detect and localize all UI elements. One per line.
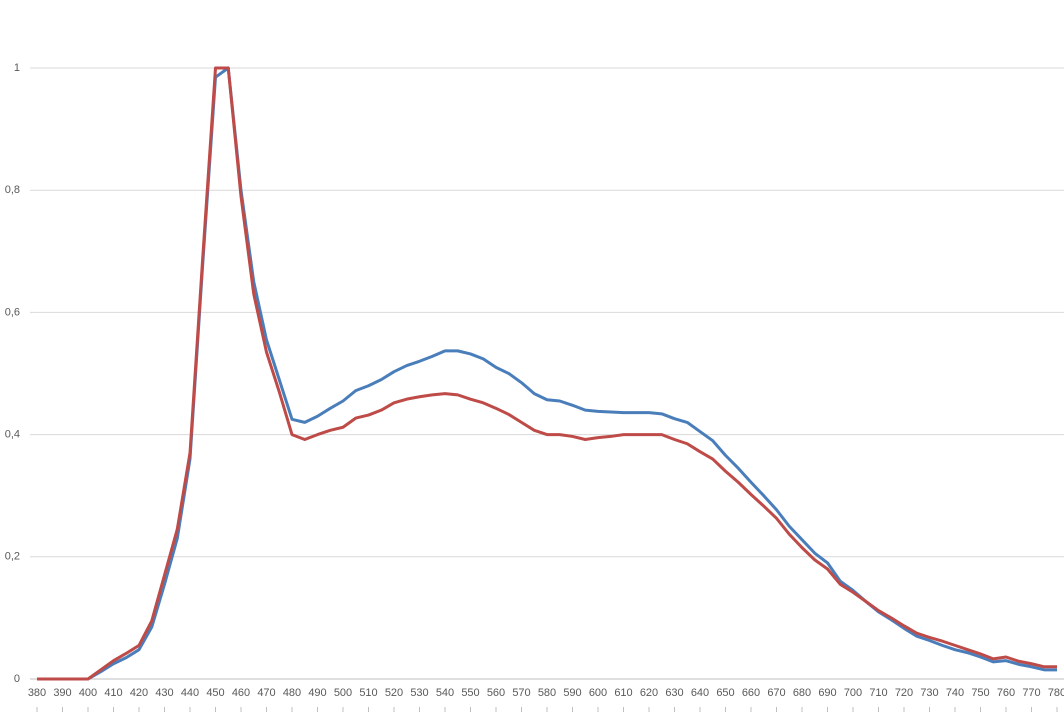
x-tick-label: 540: [436, 687, 454, 699]
x-tick-label: 490: [308, 687, 326, 699]
x-tick-label: 550: [461, 687, 479, 699]
x-tick-label: 400: [79, 687, 97, 699]
x-tick-label: 430: [155, 687, 173, 699]
x-tick-label: 670: [767, 687, 785, 699]
x-tick-label: 770: [1022, 687, 1040, 699]
x-tick-label: 390: [53, 687, 71, 699]
x-tick-label: 760: [997, 687, 1015, 699]
series-line: [37, 66, 1057, 681]
x-tick-label: 740: [946, 687, 964, 699]
x-tick-label: 710: [869, 687, 887, 699]
x-tick-label: 460: [232, 687, 250, 699]
series-line: [37, 66, 1057, 681]
x-tick-label: 530: [410, 687, 428, 699]
x-tick-label: 570: [512, 687, 530, 699]
x-tick-label: 590: [563, 687, 581, 699]
x-tick-label: 580: [538, 687, 556, 699]
x-tick-label: 690: [818, 687, 836, 699]
x-tick-label: 510: [359, 687, 377, 699]
x-tick-label: 600: [589, 687, 607, 699]
x-tick-label: 650: [716, 687, 734, 699]
y-tick-label: 0,6: [5, 306, 20, 318]
x-tick-label: 420: [130, 687, 148, 699]
x-tick-label: 730: [920, 687, 938, 699]
x-tick-label: 560: [487, 687, 505, 699]
x-tick-label: 480: [283, 687, 301, 699]
y-tick-label: 0,8: [5, 184, 20, 196]
y-tick-label: 0,2: [5, 551, 20, 563]
y-tick-label: 1: [14, 62, 20, 74]
x-tick-label: 520: [385, 687, 403, 699]
x-tick-label: 380: [28, 687, 46, 699]
y-tick-label: 0: [14, 673, 20, 685]
x-tick-label: 610: [614, 687, 632, 699]
x-tick-label: 780: [1048, 687, 1064, 699]
x-tick-label: 640: [691, 687, 709, 699]
x-tick-label: 500: [334, 687, 352, 699]
y-tick-label: 0,4: [5, 429, 20, 441]
x-tick-label: 470: [257, 687, 275, 699]
x-tick-label: 620: [640, 687, 658, 699]
x-tick-label: 680: [793, 687, 811, 699]
x-tick-label: 450: [206, 687, 224, 699]
x-tick-label: 720: [895, 687, 913, 699]
x-tick-label: 440: [181, 687, 199, 699]
x-tick-label: 630: [665, 687, 683, 699]
x-tick-label: 750: [971, 687, 989, 699]
x-tick-label: 410: [104, 687, 122, 699]
x-tick-label: 700: [844, 687, 862, 699]
x-tick-label: 660: [742, 687, 760, 699]
